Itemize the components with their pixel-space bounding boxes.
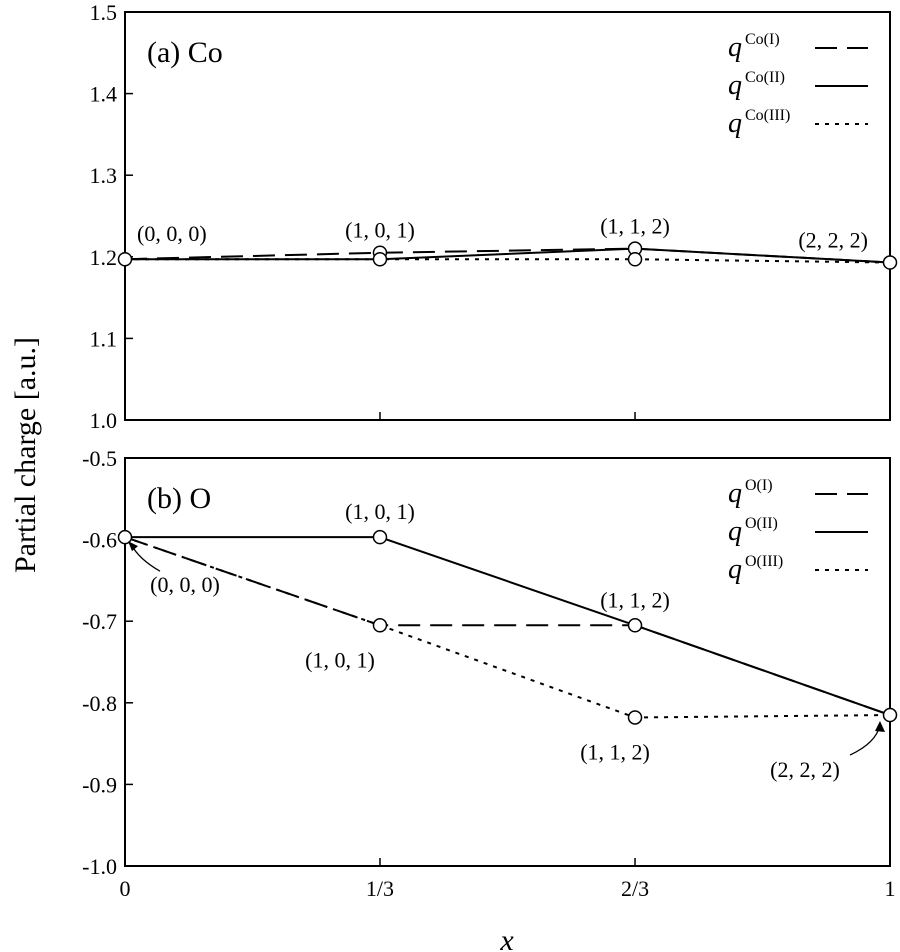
data-point-marker <box>117 529 133 545</box>
legend-entry: q Co(II) <box>728 69 868 101</box>
plot-frame <box>124 457 891 867</box>
point-annotation: (1, 1, 2) <box>600 587 670 612</box>
shared-axes: Partial charge [a.u.] x <box>9 337 514 952</box>
panel-b-o: -1.0 -0.9 -0.8 -0.7 -0.6 -0.5 0 1/3 2/3 1 (0, 0, 0… <box>82 446 898 901</box>
y-tick-label: 1.1 <box>90 326 118 351</box>
data-point-marker <box>372 618 388 633</box>
annotation-arrowhead <box>128 541 138 552</box>
legend-superscript: O(I) <box>745 477 773 494</box>
data-point-marker <box>372 529 388 545</box>
data-point-marker <box>627 710 643 725</box>
data-point-marker <box>372 251 388 267</box>
point-annotation: (2, 2, 2) <box>798 228 868 253</box>
y-tick-label: -1.0 <box>82 854 117 879</box>
point-annotation: (0, 0, 0) <box>137 221 207 246</box>
data-point-marker <box>882 255 898 270</box>
legend-entry: q O(III) <box>728 553 868 585</box>
panel-label: (b) O <box>147 482 211 515</box>
y-tick-label: -0.6 <box>82 528 117 553</box>
series-line-2 <box>125 247 891 264</box>
annotation-arrowhead <box>875 721 885 733</box>
legend-entry: q Co(III) <box>728 107 868 139</box>
point-annotation: (1, 0, 1) <box>305 647 375 672</box>
point-annotation: (1, 0, 1) <box>345 499 415 524</box>
point-annotation: (0, 0, 0) <box>150 572 220 597</box>
legend-symbol: q <box>728 108 742 139</box>
legend-symbol: q <box>728 516 742 547</box>
annotation-arrow <box>849 724 881 756</box>
plot-frame <box>124 11 891 421</box>
y-tick-label: 1.2 <box>90 245 118 270</box>
legend-superscript: Co(I) <box>745 31 780 48</box>
x-tick-label: 1/3 <box>366 876 394 901</box>
y-tick-label: 1.5 <box>90 0 118 25</box>
point-annotation: (1, 1, 2) <box>580 739 650 764</box>
legend-symbol: q <box>728 554 742 585</box>
legend-superscript: O(II) <box>745 515 778 532</box>
panel-label: (a) Co <box>147 36 223 69</box>
series-line-2 <box>125 536 891 716</box>
legend-entry: q O(I) <box>728 477 868 509</box>
legend-symbol: q <box>728 478 742 509</box>
y-tick-label: -0.9 <box>82 772 117 797</box>
legend-entry: q O(II) <box>728 515 868 547</box>
series-line-3 <box>125 258 891 264</box>
data-point-marker <box>627 618 643 633</box>
x-tick-label: 1 <box>885 876 896 901</box>
legend-symbol: q <box>728 70 742 101</box>
point-annotation: (1, 0, 1) <box>345 218 415 243</box>
legend-superscript: Co(III) <box>745 107 790 124</box>
data-point-marker <box>117 251 133 267</box>
x-tick-label: 2/3 <box>621 876 649 901</box>
panel-a-co: 1.0 1.1 1.2 1.3 1.4 1.5 (0, 0, 0) (1, 0, 1) (1, … <box>90 0 898 433</box>
y-tick-label: 1.4 <box>90 82 118 107</box>
point-annotation: (1, 1, 2) <box>600 214 670 239</box>
y-tick-label: 1.0 <box>90 408 118 433</box>
y-axis-title: Partial charge [a.u.] <box>9 337 42 573</box>
y-tick-label: -0.8 <box>82 691 117 716</box>
point-annotation: (2, 2, 2) <box>770 757 840 782</box>
legend-symbol: q <box>728 32 742 63</box>
y-tick-label: 1.3 <box>90 163 118 188</box>
legend-entry: q Co(I) <box>728 31 868 63</box>
y-tick-label: -0.7 <box>82 609 117 634</box>
x-tick-label: 0 <box>120 876 131 901</box>
y-tick-label: -0.5 <box>82 446 117 471</box>
x-axis-title: x <box>499 924 514 952</box>
data-point-marker <box>882 707 898 723</box>
legend-superscript: O(III) <box>745 553 783 570</box>
data-point-marker <box>627 251 643 267</box>
legend-superscript: Co(II) <box>745 69 785 86</box>
